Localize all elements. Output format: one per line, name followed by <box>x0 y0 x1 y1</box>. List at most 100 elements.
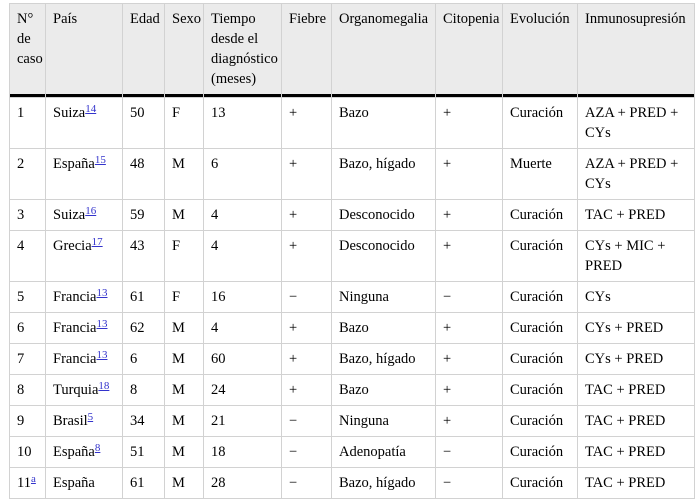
cell-text: Francia <box>53 320 97 336</box>
cell-cytopenia: + <box>436 313 502 343</box>
cell-text: Curación <box>510 320 564 336</box>
cell-text: TAC + PRED <box>585 444 666 460</box>
cell-months-since-diagnosis: 13 <box>204 98 281 148</box>
cell-text: 60 <box>211 351 226 367</box>
citation-link[interactable]: 17 <box>91 236 103 248</box>
column-header-sex: Sexo <box>165 4 203 97</box>
cell-text: − <box>443 289 452 305</box>
cell-text: CYs + MIC + PRED <box>585 238 666 274</box>
cell-sex: M <box>165 437 203 467</box>
citation-link[interactable]: 13 <box>96 318 108 330</box>
cell-country: Brasil5 <box>46 406 122 436</box>
cell-age: 34 <box>123 406 164 436</box>
cell-text: 2 <box>17 156 25 172</box>
citation-link[interactable]: 13 <box>96 287 108 299</box>
cell-text: 10 <box>17 444 32 460</box>
citation-link[interactable]: 15 <box>94 154 106 166</box>
cell-text: CYs + PRED <box>585 320 664 336</box>
citation-link[interactable]: 8 <box>94 442 101 454</box>
cell-text: 34 <box>130 413 145 429</box>
cell-text: 21 <box>211 413 226 429</box>
column-header-months-since-diagnosis: Tiempo desde el diagnóstico (meses) <box>204 4 281 97</box>
cell-age: 62 <box>123 313 164 343</box>
table-row: 10 España8 51 M 18 − Adenopatía − Curación TAC + … <box>10 437 694 467</box>
cell-text: M <box>172 413 185 429</box>
cell-organomegaly: Bazo <box>332 98 435 148</box>
cell-text: + <box>289 207 298 223</box>
cell-text: Bazo, hígado <box>339 156 416 172</box>
cell-text: Curación <box>510 207 564 223</box>
cell-immunosuppression: TAC + PRED <box>578 200 694 230</box>
cell-fever: + <box>282 98 331 148</box>
case-series-table: N° de caso País Edad Sexo Tiempo desde el di… <box>9 3 695 499</box>
citation-link[interactable]: 16 <box>85 205 97 217</box>
cell-text: M <box>172 444 185 460</box>
cell-organomegaly: Ninguna <box>332 282 435 312</box>
cell-outcome: Muerte <box>503 149 577 199</box>
cell-sex: M <box>165 406 203 436</box>
cell-country: Suiza14 <box>46 98 122 148</box>
cell-cytopenia: + <box>436 406 502 436</box>
cell-text: M <box>172 382 185 398</box>
cell-text: Ninguna <box>339 413 389 429</box>
cell-text: 6 <box>130 351 138 367</box>
cell-text: Brasil <box>53 413 88 429</box>
cell-immunosuppression: AZA + PRED + CYs <box>578 98 694 148</box>
cell-outcome: Curación <box>503 344 577 374</box>
cell-age: 59 <box>123 200 164 230</box>
cell-text: 61 <box>130 475 145 491</box>
cell-text: Francia <box>53 289 97 305</box>
table-header-row: N° de caso País Edad Sexo Tiempo desde el di… <box>10 4 694 97</box>
table-row: 1 Suiza14 50 F 13 + Bazo + Curación AZA + PRED + … <box>10 98 694 148</box>
cell-months-since-diagnosis: 28 <box>204 468 281 498</box>
cell-fever: + <box>282 375 331 405</box>
cell-text: + <box>289 238 298 254</box>
cell-outcome: Curación <box>503 282 577 312</box>
cell-text: 3 <box>17 207 25 223</box>
cell-fever: − <box>282 468 331 498</box>
table-row: 5 Francia13 61 F 16 − Ninguna − Curación CYs <box>10 282 694 312</box>
cell-sex: M <box>165 200 203 230</box>
cell-outcome: Curación <box>503 313 577 343</box>
cell-fever: + <box>282 149 331 199</box>
citation-link[interactable]: 13 <box>96 349 108 361</box>
citation-link[interactable]: a <box>30 473 36 485</box>
table-row: 2 España15 48 M 6 + Bazo, hígado + Muerte AZA + P… <box>10 149 694 199</box>
citation-superscript: 17 <box>92 236 103 248</box>
cell-sex: M <box>165 149 203 199</box>
citation-link[interactable]: 5 <box>87 411 94 423</box>
cell-text: Bazo, hígado <box>339 475 416 491</box>
cell-text: + <box>289 351 298 367</box>
cell-text: CYs + PRED <box>585 351 664 367</box>
cell-age: 61 <box>123 282 164 312</box>
cell-outcome: Curación <box>503 98 577 148</box>
citation-superscript: 16 <box>85 205 96 217</box>
cell-text: España <box>53 475 95 491</box>
cell-text: + <box>443 413 452 429</box>
cell-text: España <box>53 444 95 460</box>
cell-text: F <box>172 238 181 254</box>
cell-case-number: 7 <box>10 344 45 374</box>
cell-age: 48 <box>123 149 164 199</box>
cell-organomegaly: Bazo <box>332 375 435 405</box>
citation-link[interactable]: 14 <box>85 103 97 115</box>
column-header-organomegaly: Organomegalia <box>332 4 435 97</box>
cell-months-since-diagnosis: 24 <box>204 375 281 405</box>
cell-case-number: 6 <box>10 313 45 343</box>
cell-cytopenia: + <box>436 149 502 199</box>
cell-text: 61 <box>130 289 145 305</box>
cell-months-since-diagnosis: 4 <box>204 231 281 281</box>
cell-text: Curación <box>510 444 564 460</box>
citation-link[interactable]: 18 <box>98 380 110 392</box>
cell-months-since-diagnosis: 4 <box>204 200 281 230</box>
cell-text: 16 <box>211 289 226 305</box>
cell-text: Curación <box>510 413 564 429</box>
cell-text: TAC + PRED <box>585 207 666 223</box>
cell-case-number: 1 <box>10 98 45 148</box>
cell-text: Suiza <box>53 207 86 223</box>
cell-text: 8 <box>130 382 138 398</box>
cell-sex: M <box>165 313 203 343</box>
cell-text: 11 <box>17 475 31 491</box>
cell-organomegaly: Bazo, hígado <box>332 344 435 374</box>
table-row: 6 Francia13 62 M 4 + Bazo + Curación CYs + PRED <box>10 313 694 343</box>
